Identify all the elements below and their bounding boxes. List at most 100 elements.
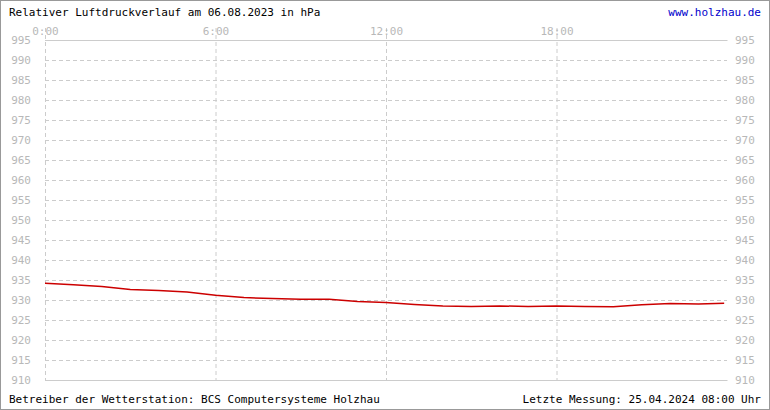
grid	[45, 28, 727, 381]
tick: 930	[11, 294, 45, 307]
grid-line-x	[386, 28, 387, 380]
tick-label: 910	[11, 374, 31, 387]
tick: 940	[11, 254, 45, 267]
tick: 945	[11, 234, 45, 247]
tick-label: 930	[11, 294, 31, 307]
tick-label: 945	[11, 234, 31, 247]
tick: 990	[727, 54, 755, 67]
pressure-line	[45, 283, 724, 307]
tick: 940	[727, 254, 755, 267]
tick: 995	[727, 34, 755, 47]
tick-label: 915	[735, 354, 755, 367]
tick-label: 960	[11, 174, 31, 187]
tick: 985	[727, 74, 755, 87]
tick-label: 935	[735, 274, 755, 287]
y-axis-right: 910 915 920 925 930 935 940 945 950 955 960 965 970 9…	[727, 34, 755, 387]
tick-label: 985	[11, 74, 31, 87]
tick: 930	[727, 294, 755, 307]
tick-label: 915	[11, 354, 31, 367]
tick: 0:00	[32, 25, 59, 40]
tick: 935	[11, 274, 45, 287]
grid-line-y	[45, 180, 727, 181]
tick: 950	[727, 214, 755, 227]
tick-label: 950	[735, 214, 755, 227]
tick-label: 920	[11, 334, 31, 347]
grid-line-x	[557, 28, 558, 380]
tick: 990	[11, 54, 45, 67]
y-axis-left: 910 915 920 925 930 935 940 945 950 955 960 965 970 9…	[11, 34, 45, 387]
annotation: Letzte Messung: 25.04.2024 08:00 Uhr	[523, 393, 762, 406]
tick: 910	[727, 374, 755, 387]
tick-label: 990	[735, 54, 755, 67]
tick: 915	[11, 354, 45, 367]
tick-label: 955	[735, 194, 755, 207]
grid-line-y	[45, 60, 727, 61]
tick: 985	[11, 74, 45, 87]
tick-label: 975	[735, 114, 755, 127]
tick: 975	[727, 114, 755, 127]
tick-label: 955	[11, 194, 31, 207]
grid-line-x	[216, 28, 217, 380]
tick-label: 960	[735, 174, 755, 187]
tick-label: 965	[11, 154, 31, 167]
grid-line-y	[45, 300, 727, 301]
x-axis: 0:00 6:00 12:00 18:00	[32, 25, 727, 41]
tick: 935	[727, 274, 755, 287]
plot-area	[45, 283, 724, 307]
chart: 910 915 920 925 930 935 940 945 950 955 960 965 970 9…	[0, 0, 770, 410]
tick-label: 985	[735, 74, 755, 87]
tick-label: 940	[11, 254, 31, 267]
tick-label: 930	[735, 294, 755, 307]
tick-label: 935	[11, 274, 31, 287]
grid-line-y	[45, 200, 727, 201]
grid-line-y	[45, 160, 727, 161]
x-axis-line	[46, 380, 728, 381]
tick: 970	[727, 134, 755, 147]
tick: 960	[727, 174, 755, 187]
tick-label: 12:00	[370, 25, 403, 38]
tick: 920	[727, 334, 755, 347]
tick-label: 970	[735, 134, 755, 147]
tick: 910	[11, 374, 45, 387]
tick-label: 910	[735, 374, 755, 387]
tick-label: 975	[11, 114, 31, 127]
y-axis-left-line	[45, 41, 46, 381]
tick: 950	[11, 214, 45, 227]
tick-label: 995	[735, 34, 755, 47]
tick-label: 6:00	[203, 25, 230, 38]
tick: 915	[727, 354, 755, 367]
title: Relativer Luftdruckverlauf am 06.08.2023…	[9, 6, 320, 19]
tick-label: 980	[11, 94, 31, 107]
x-axis-line	[46, 40, 728, 41]
tick-label: 970	[11, 134, 31, 147]
tick: 955	[727, 194, 755, 207]
subtitle: www.holzhau.de	[668, 6, 761, 19]
tick-label: 925	[735, 314, 755, 327]
grid-line-y	[45, 340, 727, 341]
tick: 970	[11, 134, 45, 147]
tick: 945	[727, 234, 755, 247]
grid-line-y	[45, 40, 727, 41]
tick: 925	[11, 314, 45, 327]
tick: 925	[727, 314, 755, 327]
tick-label: 990	[11, 54, 31, 67]
tick: 965	[727, 154, 755, 167]
tick-label: 995	[11, 34, 31, 47]
grid-line-x	[45, 28, 46, 380]
tick: 955	[11, 194, 45, 207]
annotation: Betreiber der Wetterstation: BCS Compute…	[9, 393, 380, 406]
grid-line-y	[45, 320, 727, 321]
tick-label: 950	[11, 214, 31, 227]
tick-label: 945	[735, 234, 755, 247]
tick: 6:00	[203, 25, 230, 40]
tick-label: 920	[735, 334, 755, 347]
tick: 980	[727, 94, 755, 107]
tick: 12:00	[370, 25, 403, 40]
tick-label: 0:00	[32, 25, 59, 38]
border	[1, 1, 770, 410]
tick-label: 980	[735, 94, 755, 107]
tick-label: 925	[11, 314, 31, 327]
tick: 18:00	[540, 25, 573, 40]
tick-label: 18:00	[540, 25, 573, 38]
x-axis-bottom	[46, 380, 728, 381]
